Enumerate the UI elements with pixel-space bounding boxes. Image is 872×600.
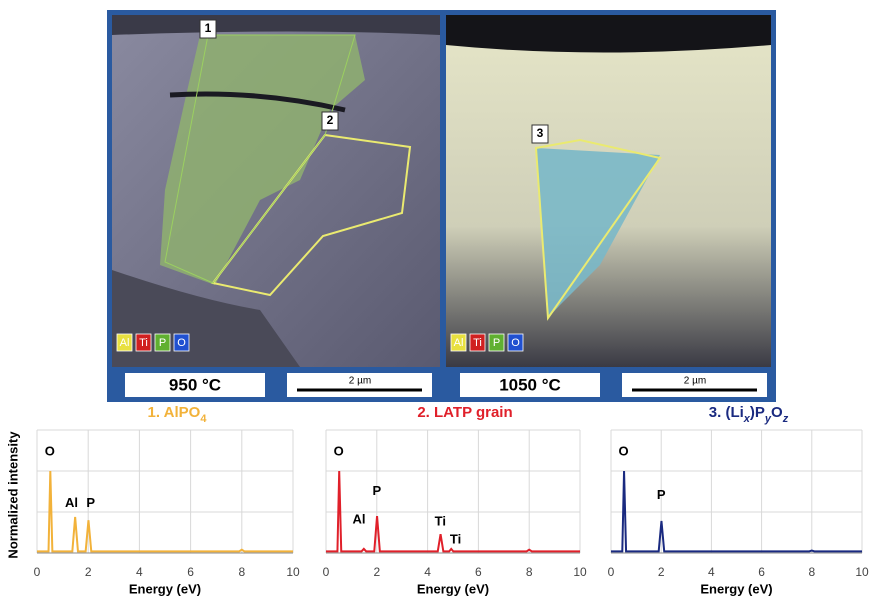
- x-tick-label: 4: [136, 565, 143, 579]
- y-axis-label: Normalized intensity: [5, 431, 20, 559]
- roi-1: [164, 34, 356, 284]
- title-part: x: [743, 413, 751, 425]
- peak-label: Ti: [450, 531, 461, 546]
- element-label: O: [511, 337, 520, 349]
- label-box: [125, 373, 265, 397]
- peak-label: Al: [65, 495, 78, 510]
- element-label: P: [493, 337, 500, 349]
- element-swatch: [507, 333, 524, 352]
- x-tick-label: 8: [808, 565, 815, 579]
- x-tick-label: 2: [658, 565, 665, 579]
- x-axis-label: Energy (eV): [700, 581, 772, 596]
- element-swatch: [488, 333, 505, 352]
- element-swatch: [450, 333, 467, 352]
- spectrum-line: [37, 470, 293, 553]
- region-tag: [531, 124, 549, 144]
- temperature: 1050 °C: [499, 375, 561, 394]
- title-part: 2. LATP grain: [417, 404, 512, 421]
- region-tag: [321, 111, 339, 131]
- x-tick-label: 4: [708, 565, 715, 579]
- element-label: P: [159, 337, 166, 349]
- region-label: 2: [327, 113, 334, 127]
- label-box: [460, 373, 600, 397]
- peak-label: O: [618, 444, 628, 459]
- title-part: 1. AlPO: [148, 404, 201, 421]
- x-tick-label: 10: [286, 565, 300, 579]
- dark-border: [112, 15, 440, 35]
- element-swatch: [116, 333, 133, 352]
- crack: [169, 91, 346, 113]
- x-tick-label: 0: [323, 565, 330, 579]
- peak-label: Al: [353, 512, 366, 527]
- peak-label: O: [45, 444, 55, 459]
- x-tick-label: 4: [424, 565, 431, 579]
- x-tick-label: 0: [34, 565, 41, 579]
- element-label: Ti: [473, 337, 482, 349]
- cyan-region: [536, 148, 660, 318]
- peak-label: P: [657, 487, 666, 502]
- peak-label: Ti: [435, 513, 446, 528]
- label-box: [287, 373, 432, 397]
- element-label: Al: [120, 337, 130, 349]
- region-label: 3: [537, 126, 544, 140]
- x-axis-label: Energy (eV): [417, 581, 489, 596]
- x-tick-label: 6: [758, 565, 765, 579]
- title-part: 3. (Li: [709, 404, 744, 421]
- chart-title: 2. LATP grain: [417, 404, 512, 421]
- element-swatch: [154, 333, 171, 352]
- element-swatch: [135, 333, 152, 352]
- title-part: O: [771, 404, 783, 421]
- green-region: [160, 35, 365, 285]
- peak-label: P: [86, 495, 95, 510]
- x-tick-label: 2: [85, 565, 92, 579]
- spectrum-line: [611, 470, 862, 553]
- title-part: y: [764, 413, 772, 425]
- x-tick-label: 0: [608, 565, 615, 579]
- title-part: )P: [750, 404, 765, 421]
- roi-3: [534, 138, 662, 321]
- x-axis-label: Energy (eV): [129, 581, 201, 596]
- x-tick-label: 8: [526, 565, 533, 579]
- element-label: Al: [454, 337, 464, 349]
- title-part: 4: [200, 413, 207, 425]
- x-tick-label: 8: [238, 565, 245, 579]
- scale-label: 2 µm: [349, 376, 371, 387]
- x-tick-label: 6: [475, 565, 482, 579]
- x-tick-label: 2: [373, 565, 380, 579]
- region-label: 1: [205, 21, 212, 35]
- temperature: 950 °C: [169, 375, 221, 394]
- x-tick-label: 10: [855, 565, 869, 579]
- x-tick-label: 10: [573, 565, 587, 579]
- peak-label: O: [334, 444, 344, 459]
- region-tag: [199, 19, 217, 39]
- chart-title: 3. (Lix)PyOz: [709, 404, 789, 425]
- element-swatch: [469, 333, 486, 352]
- element-label: O: [177, 337, 186, 349]
- element-label: Ti: [139, 337, 148, 349]
- chart-title: 1. AlPO4: [148, 404, 208, 425]
- scale-label: 2 µm: [684, 376, 706, 387]
- label-box: [622, 373, 767, 397]
- element-swatch: [173, 333, 190, 352]
- peak-label: P: [372, 483, 381, 498]
- spectrum-line: [326, 470, 580, 553]
- x-tick-label: 6: [187, 565, 194, 579]
- title-part: z: [782, 413, 789, 425]
- dark-top: [446, 15, 771, 53]
